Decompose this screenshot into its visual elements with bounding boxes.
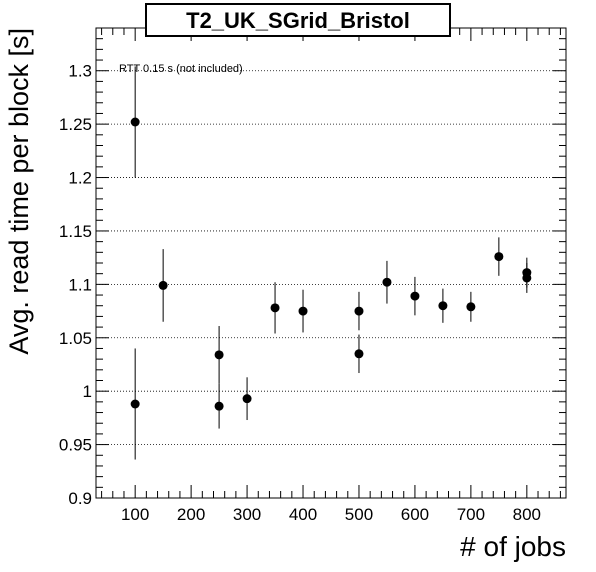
y-tick-label: 1.2 bbox=[68, 169, 92, 188]
y-tick-label: 1 bbox=[83, 382, 92, 401]
x-tick-label: 600 bbox=[401, 505, 429, 524]
data-point bbox=[214, 401, 224, 411]
tick-labels: 0.9 0.95 1 1.05 1.1 1.15 1.2 1.25 1.3 100 200 300 40… bbox=[59, 62, 541, 524]
x-tick-label: 400 bbox=[289, 505, 317, 524]
data-point bbox=[522, 273, 532, 283]
y-tick-label: 1.1 bbox=[68, 275, 92, 294]
y-tick-label: 1.05 bbox=[59, 329, 92, 348]
data-point bbox=[410, 291, 420, 301]
title-frame bbox=[145, 3, 451, 37]
x-axis-label: # of jobs bbox=[460, 531, 566, 562]
data-point bbox=[354, 349, 364, 359]
data-point bbox=[158, 280, 168, 290]
data-point bbox=[298, 306, 308, 316]
data-point bbox=[242, 394, 252, 404]
data-point bbox=[270, 303, 280, 313]
x-tick-label: 700 bbox=[457, 505, 485, 524]
data-point bbox=[354, 306, 364, 316]
x-tick-label: 100 bbox=[121, 505, 149, 524]
rtt-annotation: RTT 0.15 s (not included) bbox=[119, 63, 243, 75]
axis-ticks bbox=[96, 27, 566, 499]
data-point bbox=[438, 301, 448, 311]
x-tick-label: 500 bbox=[345, 505, 373, 524]
plot-frame bbox=[95, 27, 567, 499]
data-point bbox=[130, 399, 140, 409]
grid-lines bbox=[96, 70, 566, 445]
data-point bbox=[130, 117, 140, 127]
data-point bbox=[466, 302, 476, 312]
y-tick-label: 1.3 bbox=[68, 62, 92, 81]
data-point bbox=[382, 277, 392, 287]
data-points bbox=[130, 66, 532, 460]
x-tick-label: 800 bbox=[513, 505, 541, 524]
title-box: T2_UK_SGrid_Bristol bbox=[145, 3, 451, 37]
chart-title: T2_UK_SGrid_Bristol bbox=[186, 8, 410, 33]
x-tick-label: 200 bbox=[177, 505, 205, 524]
data-point bbox=[494, 252, 504, 262]
y-tick-label: 1.25 bbox=[59, 115, 92, 134]
y-tick-label: 0.95 bbox=[59, 436, 92, 455]
y-axis-label: Avg. read time per block [s] bbox=[4, 28, 34, 355]
y-tick-label: 1.15 bbox=[59, 222, 92, 241]
y-tick-label: 0.9 bbox=[68, 489, 92, 508]
data-point bbox=[214, 350, 224, 360]
x-tick-label: 300 bbox=[233, 505, 261, 524]
